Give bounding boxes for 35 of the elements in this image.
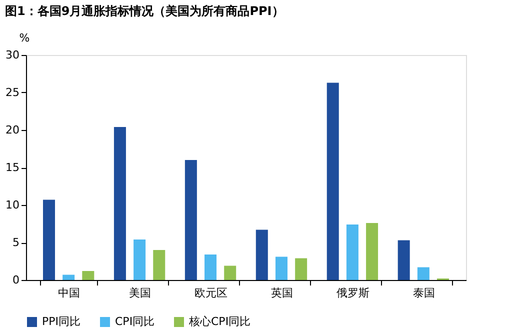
- bar: [224, 266, 236, 280]
- bar: [204, 254, 217, 280]
- bar: [417, 267, 430, 280]
- bar: [153, 250, 166, 280]
- y-tick-label: 25: [6, 86, 20, 99]
- legend-label: CPI同比: [115, 315, 155, 328]
- bar: [398, 240, 410, 280]
- y-tick-label: 15: [6, 161, 20, 174]
- bar: [366, 223, 378, 280]
- y-tick-label: 20: [6, 124, 20, 136]
- y-tick-label: 0: [12, 274, 20, 286]
- x-tick-label: 俄罗斯: [336, 286, 370, 300]
- bar: [82, 271, 94, 280]
- y-tick-label: 5: [12, 236, 20, 249]
- y-tick-label: 10: [6, 198, 20, 212]
- legend-label: PPI同比: [42, 315, 81, 328]
- y-tick-label: 30: [6, 48, 20, 62]
- bar: [346, 224, 358, 280]
- bar: [134, 240, 146, 280]
- bar: [256, 230, 268, 280]
- chart-title: 图1：各国9月通胀指标情况（美国为所有商品PPI）: [5, 4, 284, 18]
- x-tick-label: 中国: [58, 286, 80, 300]
- bar: [114, 127, 126, 280]
- x-tick-label: 欧元区: [194, 286, 228, 300]
- bar: [184, 160, 197, 280]
- x-tick-label: 美国: [129, 286, 152, 300]
- y-axis-title: %: [19, 32, 30, 44]
- legend-label: 核心CPI同比: [188, 315, 251, 328]
- bar: [275, 256, 288, 280]
- bar: [326, 82, 339, 280]
- bar: [295, 258, 308, 280]
- x-tick-label: 英国: [270, 286, 293, 300]
- x-tick-label: 泰国: [412, 286, 435, 300]
- bar: [43, 200, 56, 280]
- bar: [62, 274, 75, 280]
